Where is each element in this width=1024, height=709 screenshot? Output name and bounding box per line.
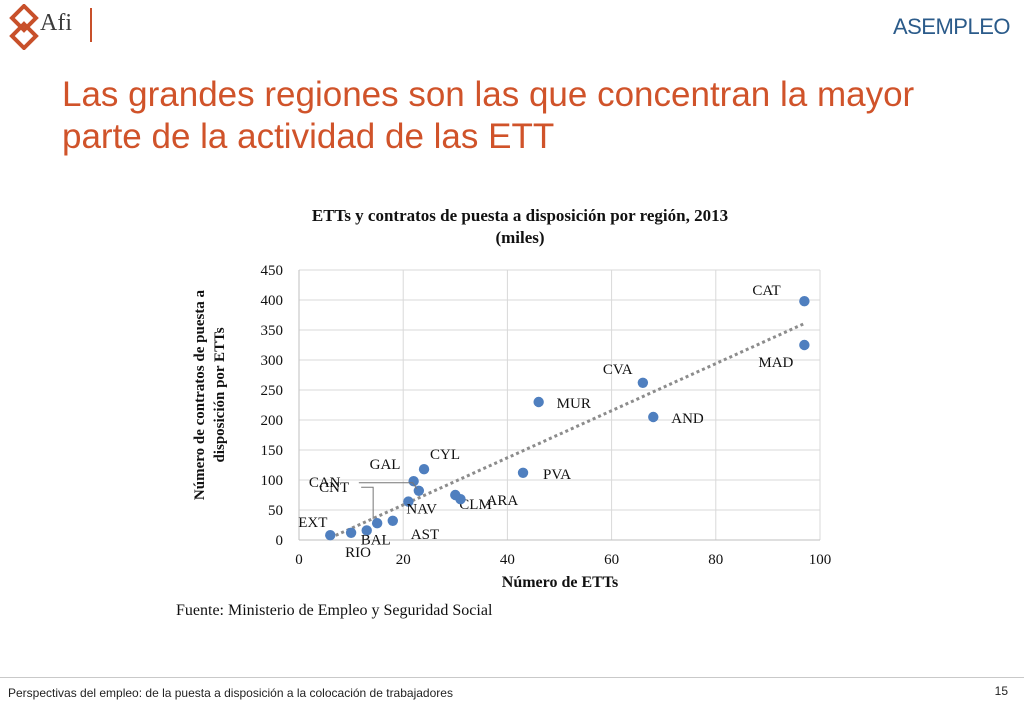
chart-title-line1: ETTs y contratos de puesta a disposición… [312,206,728,225]
y-tick-label: 400 [261,293,284,309]
x-tick-label: 100 [809,552,832,568]
point-label-cat: CAT [752,283,780,299]
chart-svg: ETTs y contratos de puesta a disposición… [176,206,832,619]
point-label-can: CAN [309,475,341,491]
page-number: 15 [994,684,1008,698]
data-point-nav [403,496,414,507]
y-tick-label: 0 [276,533,284,549]
data-point-rio [345,527,357,538]
point-label-and: AND [671,411,704,427]
point-label-cnt: CNT [319,480,349,496]
afi-logo [6,3,106,51]
y-tick-label: 50 [268,503,283,519]
point-label-rio: RIO [345,545,371,561]
data-point-bal [361,525,372,536]
x-tick-label: 40 [500,552,515,568]
slide-title: Las grandes regiones son las que concent… [62,75,915,156]
chart-trendline [329,322,805,540]
y-axis-label-line2: disposición por ETTs [212,327,228,462]
y-axis-label-line1: Número de contratos de puesta a [192,289,208,500]
data-point-cyl [418,464,430,475]
point-label-clm: CLM [459,497,492,513]
scatter-chart: ETTs y contratos de puesta a disposición… [160,195,860,625]
x-tick-label: 60 [604,552,619,568]
point-label-ext: EXT [298,515,327,531]
data-point-mur [533,396,544,408]
data-point-cat [799,296,810,307]
point-label-ast: AST [411,527,439,543]
data-point-pva [517,467,529,478]
x-tick-label: 80 [708,552,723,568]
footer-divider [0,677,1024,678]
data-point-cva [637,377,649,388]
y-tick-label: 350 [261,323,284,339]
leader-line-cnt [361,486,374,520]
footer-text: Perspectivas del empleo: de la puesta a … [8,686,453,700]
x-tick-label: 0 [295,552,303,568]
y-tick-label: 150 [261,443,284,459]
leader-line-can [358,482,418,490]
data-point-gal [408,476,419,487]
data-point-ext [325,530,336,541]
y-tick-label: 300 [261,353,284,369]
chart-axes: 0 50 100 150 200 250 300 350 400 450 0 20 40 60 80 100 [261,263,832,568]
point-label-cyl: CYL [430,447,460,463]
afi-logo-divider [90,8,92,42]
point-label-nav: NAV [406,502,437,518]
point-label-mur: MUR [557,396,591,412]
point-label-mad: MAD [758,355,793,371]
chart-title-line2: (miles) [495,228,544,247]
afi-logo-icon [9,3,39,51]
data-point-ara [455,494,466,505]
y-tick-label: 250 [261,383,284,399]
data-point-and [648,411,659,423]
y-tick-label: 200 [261,413,284,429]
y-tick-label: 100 [261,473,284,489]
point-label-bal: BAL [361,532,391,548]
y-tick-label: 450 [261,263,284,279]
data-point-ast [387,515,398,526]
chart-source: Fuente: Ministerio de Empleo y Seguridad… [176,602,493,619]
x-tick-label: 20 [396,552,411,568]
point-label-cva: CVA [603,362,633,378]
afi-logo-text: Afi [40,10,72,36]
trendline [329,322,805,540]
point-label-ara: ARA [487,493,519,509]
data-point-cnt [371,518,383,529]
x-axis-label: Número de ETTs [502,574,618,591]
asempleo-logo: ASEMPLEO [892,14,1011,39]
point-label-gal: GAL [370,457,401,473]
data-point-mad [799,339,810,351]
point-label-pva: PVA [543,467,571,483]
